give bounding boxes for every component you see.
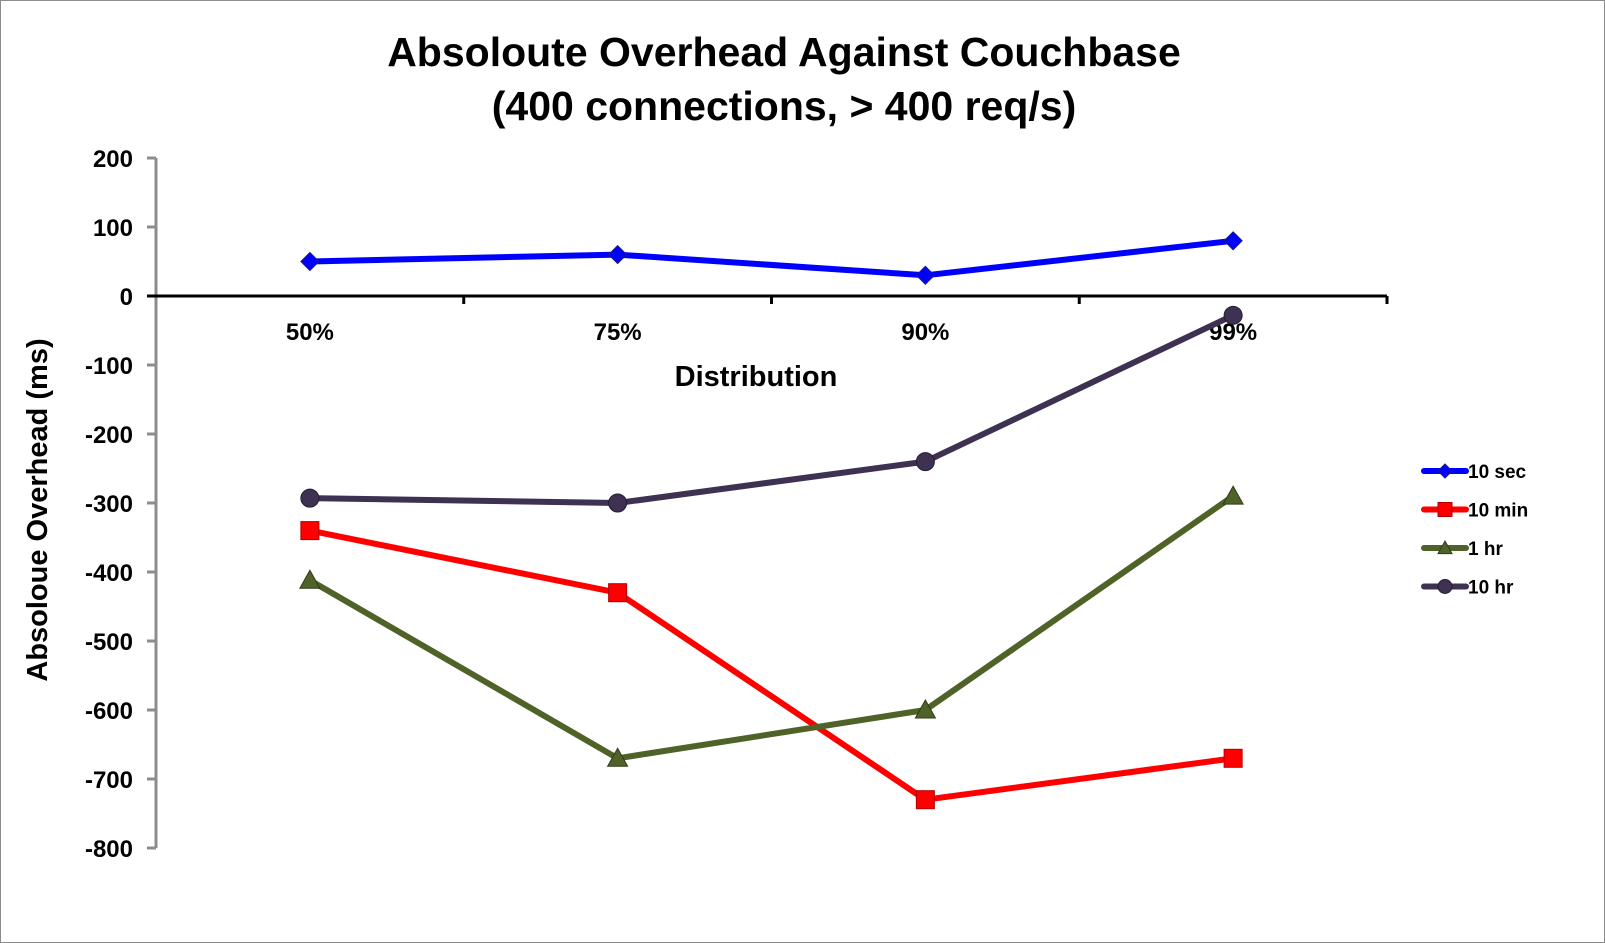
- x-tick-label: 75%: [594, 319, 642, 346]
- y-tick-label: -600: [85, 698, 133, 725]
- data-point-square: [608, 583, 628, 603]
- data-point-diamond: [915, 265, 936, 286]
- series-line: [306, 237, 1237, 279]
- data-point-triangle: [1437, 539, 1453, 555]
- x-tick-label: 90%: [901, 319, 949, 346]
- data-point-circle: [1223, 305, 1243, 325]
- y-tick-label: -400: [85, 560, 133, 587]
- series-10-min: [300, 521, 1243, 810]
- y-tick-label: 200: [93, 146, 133, 173]
- y-tick-label: -500: [85, 629, 133, 656]
- y-tick-label: -800: [85, 836, 133, 863]
- legend-label: 10 min: [1468, 501, 1528, 522]
- data-point-diamond: [607, 244, 628, 265]
- y-tick-label: -300: [85, 491, 133, 518]
- data-point-circle: [300, 488, 320, 508]
- data-point-square: [915, 790, 935, 810]
- y-tick-label: -700: [85, 767, 133, 794]
- data-point-circle: [608, 493, 628, 513]
- y-axis-title: Absoloue Overhead (ms): [22, 338, 54, 681]
- series-10-sec: [300, 231, 1243, 286]
- series-10-hr: [300, 305, 1243, 513]
- data-point-triangle: [1222, 485, 1244, 505]
- legend-item: 1 hr: [1421, 539, 1503, 560]
- data-point-triangle: [299, 569, 321, 589]
- data-point-circle: [1437, 579, 1453, 594]
- data-point-triangle: [914, 698, 937, 719]
- y-tick-label: 100: [93, 215, 133, 242]
- legend-label: 1 hr: [1468, 539, 1503, 560]
- series-line: [306, 312, 1237, 506]
- y-axis-ticks: 200 100 0 -100 -200 -300 -400 -500 -600 -700 -800: [85, 146, 156, 863]
- legend-item: 10 hr: [1421, 578, 1514, 599]
- data-point-diamond: [1223, 231, 1243, 251]
- chart-title-line-2: (400 connections, > 400 req/s): [492, 83, 1077, 129]
- data-point-square: [1437, 502, 1453, 517]
- series-line: [306, 527, 1237, 803]
- chart-title-line-1: Absoloute Overhead Against Couchbase: [387, 29, 1181, 75]
- data-point-circle: [915, 452, 935, 472]
- data-point-triangle: [606, 747, 629, 767]
- y-tick-label: -100: [85, 353, 133, 380]
- y-tick-label: -200: [85, 422, 133, 449]
- data-point-diamond: [300, 251, 320, 272]
- series-1-hr: [299, 485, 1244, 767]
- legend: 10 sec 10 min 1 hr 10 hr: [1421, 462, 1528, 599]
- y-tick-label: 0: [120, 284, 133, 311]
- legend-label: 10 sec: [1468, 462, 1527, 483]
- x-axis-title: Distribution: [675, 361, 838, 393]
- legend-item: 10 sec: [1421, 462, 1527, 483]
- series-layer: [299, 231, 1244, 810]
- data-point-square: [1223, 748, 1243, 768]
- legend-label: 10 hr: [1468, 578, 1514, 599]
- data-point-diamond: [1437, 463, 1453, 479]
- legend-item: 10 min: [1421, 501, 1528, 522]
- series-line: [306, 493, 1237, 762]
- x-tick-label: 50%: [286, 319, 334, 346]
- data-point-square: [300, 521, 320, 541]
